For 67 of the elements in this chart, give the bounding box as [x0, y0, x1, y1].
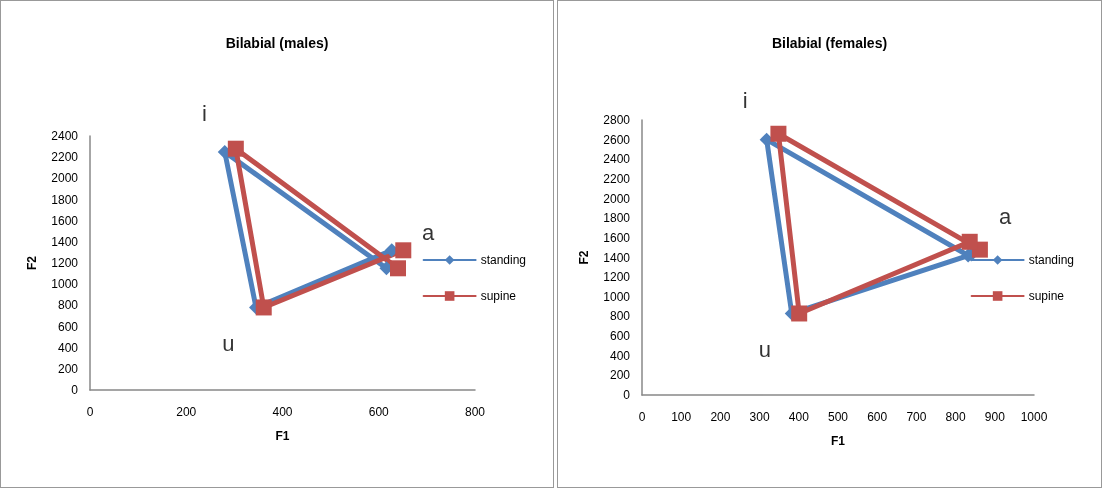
y-tick-label: 1800 — [51, 192, 79, 207]
x-tick-label: 800 — [945, 410, 966, 424]
y-tick-label: 2200 — [51, 150, 79, 165]
annotation: a — [421, 219, 435, 245]
y-tick-label: 800 — [609, 309, 631, 324]
x-tick-label: 0 — [86, 405, 94, 419]
x-tick-label: 200 — [176, 405, 197, 419]
legend-label: standing — [480, 253, 527, 267]
y-tick-label: 600 — [57, 319, 79, 334]
annotation: u — [222, 330, 235, 356]
y-tick-label: 2000 — [603, 191, 631, 206]
x-tick-label: 0 — [638, 410, 646, 424]
y-tick-label: 2400 — [603, 152, 631, 167]
y-tick-label: 200 — [57, 361, 79, 376]
y-tick-label: 1000 — [603, 289, 631, 304]
x-tick-label: 300 — [749, 410, 770, 424]
point — [227, 140, 244, 157]
y-tick-label: 400 — [57, 340, 79, 355]
legend-label: standing — [1028, 253, 1075, 267]
y-tick-label: 1600 — [51, 213, 79, 228]
point — [390, 260, 406, 277]
y-tick-label: 400 — [609, 348, 631, 363]
y-tick-label: 2400 — [51, 129, 79, 143]
x-tick-label: 200 — [710, 410, 731, 424]
y-tick-label: 1200 — [603, 270, 631, 285]
y-tick-label: 800 — [57, 298, 79, 313]
x-axis-title: F1 — [275, 429, 290, 443]
annotation: a — [999, 204, 1013, 230]
y-tick-label: 1600 — [603, 230, 631, 245]
y-tick-label: 600 — [609, 329, 631, 344]
y-tick-label: 1400 — [51, 234, 79, 249]
x-axis-title: F1 — [830, 434, 846, 448]
x-tick-label: 400 — [272, 405, 293, 419]
x-tick-label: 500 — [827, 410, 849, 424]
point — [770, 125, 787, 142]
y-tick-label: 1000 — [51, 277, 79, 292]
point — [791, 305, 808, 322]
x-tick-label: 600 — [368, 405, 390, 419]
legend-label: supine — [480, 289, 517, 303]
point — [395, 242, 412, 259]
chart-title: Bilabial (females) — [771, 35, 888, 51]
y-tick-label: 1400 — [603, 250, 631, 265]
x-tick-label: 400 — [788, 410, 810, 424]
y-tick-label: 0 — [71, 383, 79, 397]
point — [961, 233, 978, 250]
x-tick-label: 900 — [984, 410, 1006, 424]
annotation: i — [201, 101, 207, 127]
y-axis-title: F2 — [25, 255, 39, 271]
y-tick-label: 200 — [609, 368, 631, 383]
y-tick-label: 2800 — [603, 113, 631, 127]
y-tick-label: 1200 — [51, 256, 79, 270]
y-tick-label: 2600 — [603, 132, 631, 147]
x-tick-label: 1000 — [1020, 410, 1048, 424]
x-tick-label: 800 — [464, 405, 486, 419]
x-tick-label: 700 — [906, 410, 927, 424]
annotation: u — [758, 336, 772, 362]
legend-label: supine — [1028, 289, 1065, 303]
x-tick-label: 600 — [867, 410, 888, 424]
annotation: i — [742, 88, 748, 114]
x-tick-label: 100 — [671, 410, 692, 424]
y-axis-title: F2 — [577, 250, 591, 265]
y-tick-label: 2000 — [51, 171, 79, 186]
y-tick-label: 0 — [623, 388, 631, 402]
chart-title: Bilabial (males) — [225, 35, 329, 51]
y-tick-label: 1800 — [603, 211, 631, 226]
point — [255, 299, 272, 316]
y-tick-label: 2200 — [603, 171, 631, 186]
